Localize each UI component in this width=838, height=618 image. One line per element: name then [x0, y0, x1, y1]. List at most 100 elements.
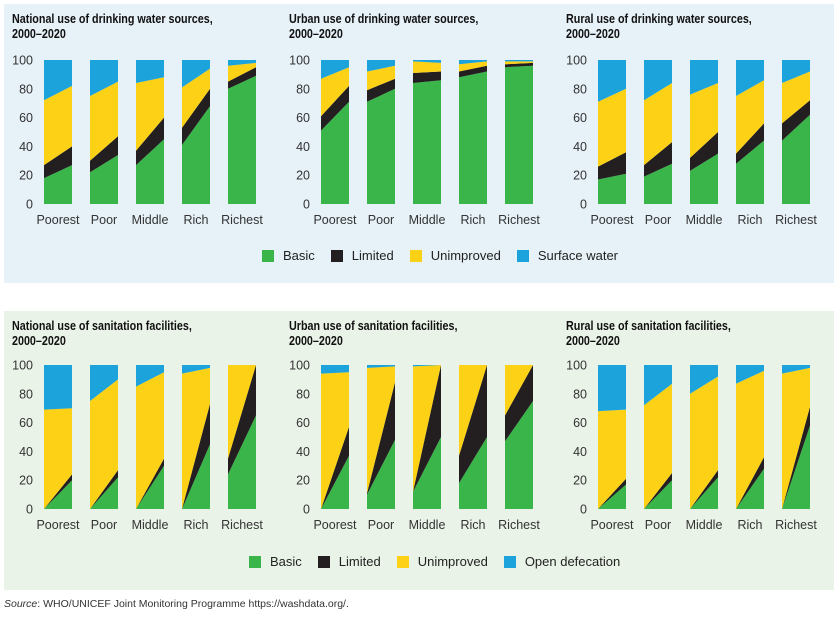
bar-segment-surface — [228, 60, 256, 66]
bar-segment-surface — [413, 365, 441, 367]
bar-segment-unimproved — [459, 365, 487, 456]
legend-item-unimproved: Unimproved — [409, 248, 501, 263]
y-tick-label: 100 — [289, 359, 310, 373]
bar-segment-limited — [44, 474, 72, 509]
y-tick-label: 60 — [19, 111, 33, 125]
x-category-label: Poor — [645, 213, 671, 227]
bar-segment-unimproved — [782, 71, 810, 124]
bar-segment-limited — [690, 132, 718, 171]
legend-label: Basic — [283, 248, 315, 263]
bar-segment-unimproved — [598, 409, 626, 509]
y-tick-label: 0 — [303, 503, 310, 517]
bar-segment-limited — [136, 458, 164, 509]
bar-segment-surface — [644, 365, 672, 406]
x-category-label: Poor — [91, 518, 117, 532]
bar-segment-basic — [90, 155, 118, 204]
bar-segment-basic — [736, 140, 764, 204]
x-category-label: Rich — [737, 213, 762, 227]
y-tick-label: 0 — [580, 503, 587, 517]
chart-title-line: National use of sanitation facilities, — [12, 319, 192, 333]
bar-segment-surface — [367, 365, 395, 368]
y-tick-label: 40 — [573, 445, 587, 459]
y-tick-label: 100 — [12, 54, 33, 68]
x-category-label: Rich — [183, 213, 208, 227]
bar-segment-limited — [690, 470, 718, 509]
legend-label: Limited — [338, 554, 381, 569]
bar-segment-limited — [182, 88, 210, 145]
y-tick-label: 100 — [566, 54, 587, 68]
x-category-label: Middle — [686, 213, 723, 227]
bar-segment-basic — [505, 401, 533, 509]
y-tick-label: 100 — [566, 359, 587, 373]
y-tick-label: 20 — [296, 169, 310, 183]
y-tick-label: 80 — [296, 82, 310, 96]
x-category-label: Poorest — [36, 213, 80, 227]
bar-segment-unimproved — [367, 65, 395, 91]
bar-segment-basic — [228, 75, 256, 204]
chart-title-line: 2000–2020 — [12, 334, 66, 348]
legend-label: Unimproved — [430, 248, 501, 263]
legend-item-basic: Basic — [262, 248, 315, 263]
bar-segment-unimproved — [90, 379, 118, 509]
bar-segment-surface — [136, 60, 164, 83]
bar-segment-surface — [459, 60, 487, 65]
legend-label: Open defecation — [524, 554, 621, 569]
source-text: : WHO/UNICEF Joint Monitoring Programme … — [37, 598, 349, 610]
y-tick-label: 60 — [296, 416, 310, 430]
bar-segment-unimproved — [44, 408, 72, 509]
chart-title-line: 2000–2020 — [566, 27, 620, 41]
y-tick-label: 60 — [573, 111, 587, 125]
y-tick-label: 100 — [12, 359, 33, 373]
bar-segment-surface — [44, 60, 72, 101]
bar-segment-limited — [598, 152, 626, 180]
bar-segment-surface — [321, 365, 349, 374]
legend-label: Basic — [270, 554, 302, 569]
y-tick-label: 0 — [26, 198, 33, 212]
bar-segment-unimproved — [136, 77, 164, 151]
bar-segment-limited — [321, 426, 349, 509]
bar-segment-surface — [598, 365, 626, 412]
bar-segment-surface — [505, 60, 533, 62]
bar-segment-unimproved — [598, 88, 626, 167]
bar-segment-unimproved — [367, 366, 395, 494]
bar-segment-limited — [90, 136, 118, 173]
y-tick-label: 80 — [296, 387, 310, 401]
bar-segment-surface — [367, 60, 395, 72]
y-tick-label: 20 — [296, 474, 310, 488]
y-tick-label: 40 — [296, 140, 310, 154]
y-tick-label: 60 — [573, 416, 587, 430]
y-tick-label: 40 — [19, 140, 33, 154]
chart-title-line: 2000–2020 — [289, 27, 343, 41]
bar-segment-limited — [182, 403, 210, 509]
chart-title-line: 2000–2020 — [12, 27, 66, 41]
bar-segment-unimproved — [321, 372, 349, 509]
chart-title-line: National use of drinking water sources, — [12, 12, 213, 26]
bar-segment-basic — [136, 139, 164, 204]
bar-segment-limited — [228, 365, 256, 475]
bar-segment-basic — [367, 439, 395, 509]
bar-segment-limited — [644, 142, 672, 177]
bar-segment-unimproved — [690, 376, 718, 509]
legend-item-open-defecation: Open defecation — [503, 554, 621, 569]
y-tick-label: 20 — [19, 474, 33, 488]
bar-segment-basic — [228, 415, 256, 509]
bar-segment-unimproved — [736, 370, 764, 509]
x-category-label: Richest — [775, 518, 817, 532]
bar-segment-unimproved — [782, 367, 810, 509]
legend-item-unimproved: Unimproved — [396, 554, 488, 569]
legend-item-limited: Limited — [317, 554, 381, 569]
bar-segment-surface — [182, 365, 210, 374]
bar-segment-unimproved — [644, 383, 672, 509]
bar-segment-surface — [182, 60, 210, 88]
y-tick-label: 60 — [296, 111, 310, 125]
bar-segment-unimproved — [44, 85, 72, 166]
x-category-label: Richest — [221, 518, 263, 532]
bar-segment-surface — [690, 365, 718, 394]
legend-swatch-surface-water — [516, 249, 529, 262]
bar-segment-unimproved — [413, 365, 441, 492]
legend-swatch-open-defecation — [503, 555, 516, 568]
bar-segment-unimproved — [182, 68, 210, 128]
bar-segment-limited — [413, 71, 441, 83]
